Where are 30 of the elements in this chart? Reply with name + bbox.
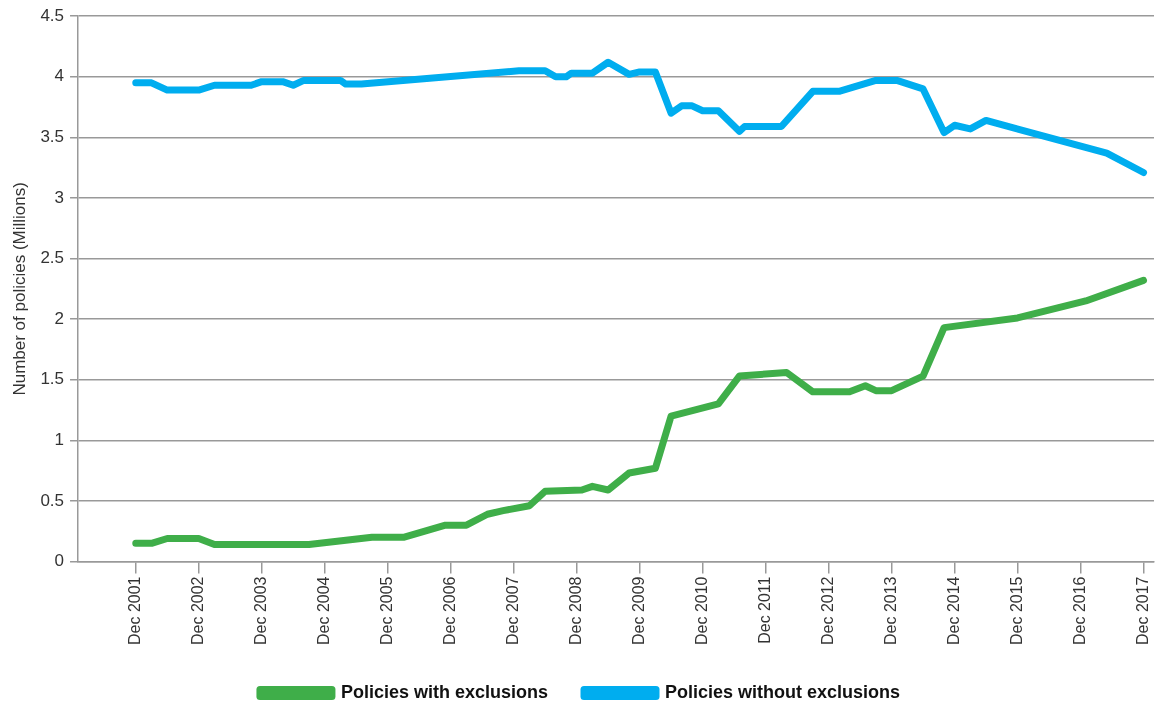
x-tick-label: Dec 2010 bbox=[693, 576, 711, 646]
x-tick-label: Dec 2016 bbox=[1070, 576, 1088, 646]
y-tick-label: 3.5 bbox=[40, 127, 65, 147]
legend-label: Policies without exclusions bbox=[665, 681, 901, 702]
y-tick-label: 2 bbox=[54, 308, 65, 328]
x-tick-label: Dec 2011 bbox=[756, 576, 774, 644]
y-tick-label: 1 bbox=[54, 430, 65, 450]
x-tick-label: Dec 2009 bbox=[630, 576, 648, 646]
x-tick-label: Dec 2015 bbox=[1007, 576, 1025, 646]
y-tick-label: 4.5 bbox=[40, 5, 65, 25]
y-axis-title: Number of policies (Millions) bbox=[9, 182, 29, 396]
y-tick-label: 4 bbox=[54, 66, 65, 86]
x-tick-label: Dec 2008 bbox=[567, 576, 585, 646]
x-tick-label: Dec 2001 bbox=[126, 576, 144, 646]
x-tick-label: Dec 2002 bbox=[189, 576, 207, 646]
x-tick-label: Dec 2013 bbox=[881, 576, 899, 646]
y-tick-label: 1.5 bbox=[40, 369, 65, 389]
x-tick-label: Dec 2005 bbox=[378, 576, 396, 646]
y-tick-label: 0 bbox=[54, 551, 65, 571]
y-tick-label: 0.5 bbox=[40, 490, 65, 510]
x-tick-label: Dec 2017 bbox=[1133, 576, 1151, 646]
y-tick-label: 3 bbox=[54, 187, 65, 207]
y-tick-label: 2.5 bbox=[40, 248, 65, 268]
x-tick-label: Dec 2012 bbox=[818, 576, 836, 646]
x-tick-label: Dec 2006 bbox=[441, 576, 459, 646]
x-tick-label: Dec 2004 bbox=[315, 576, 333, 646]
x-tick-label: Dec 2003 bbox=[252, 576, 270, 646]
legend-label: Policies with exclusions bbox=[340, 681, 549, 702]
x-tick-label: Dec 2014 bbox=[944, 576, 962, 646]
x-tick-label: Dec 2007 bbox=[504, 576, 522, 646]
